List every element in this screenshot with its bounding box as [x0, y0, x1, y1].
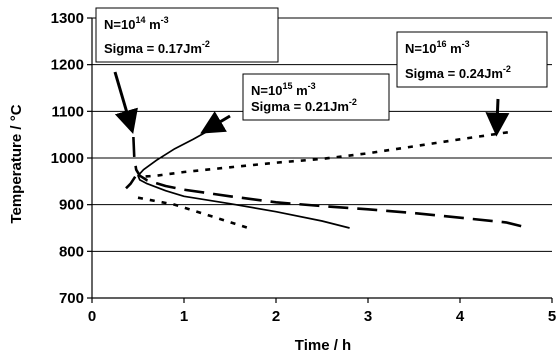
y-tick-labels: 700 800 900 1000 1100 1200 1300: [51, 10, 84, 307]
series-1-line-1: [132, 136, 530, 230]
annotation-n-label-n16: N=1016 m-3: [405, 39, 470, 56]
x-tick-label-3: 3: [364, 308, 372, 325]
y-tick-label-1: 800: [59, 243, 84, 260]
x-tick-label-4: 4: [456, 308, 465, 325]
x-tick-label-5: 5: [548, 308, 556, 325]
annotation-arrow-n16: [485, 98, 510, 137]
y-tick-label-3: 1000: [51, 150, 84, 167]
x-tick-label-2: 2: [272, 308, 280, 325]
annotation-arrow-n14: [113, 71, 138, 134]
annotation-sigma-label-n16: Sigma = 0.24Jm-2: [405, 64, 511, 81]
x-axis-label: Time / h: [295, 337, 351, 354]
x-tick-labels: 0 1 2 3 4 5: [88, 308, 556, 325]
annotation-box-n14: [95, 7, 279, 63]
y-tick-label-0: 700: [59, 290, 84, 307]
series-2-line-1: [137, 129, 350, 229]
series-1-line-2: [125, 175, 137, 190]
y-axis-label: Temperature / °C: [8, 104, 25, 223]
y-tick-label-4: 1100: [51, 103, 84, 120]
x-tick-label-1: 1: [180, 308, 188, 325]
annotation-sigma-label-n14: Sigma = 0.17Jm-2: [104, 39, 210, 56]
annotation-n16: N=1016 m-3 Sigma = 0.24Jm-2: [396, 31, 548, 137]
annotation-n-label-n14: N=1014 m-3: [104, 15, 169, 32]
annotation-box-n16: [396, 31, 548, 88]
annotation-box-n15: [242, 73, 390, 121]
y-tick-label-6: 1300: [51, 10, 84, 27]
annotation-sigma-label-n15: Sigma = 0.21Jm-2: [251, 97, 357, 114]
annotation-n14: N=1014 m-3 Sigma = 0.17Jm-2: [95, 7, 279, 134]
axes: [87, 17, 553, 303]
series-3-line-2: [137, 196, 249, 230]
annotation-arrow-n15: [200, 111, 231, 134]
y-tick-label-2: 900: [59, 197, 84, 214]
series-3-line-1: [142, 131, 508, 178]
series-group: [125, 129, 530, 230]
x-tick-label-0: 0: [88, 308, 96, 325]
y-tick-label-5: 1200: [51, 57, 84, 74]
annotation-n-label-n15: N=1015 m-3: [251, 81, 316, 98]
